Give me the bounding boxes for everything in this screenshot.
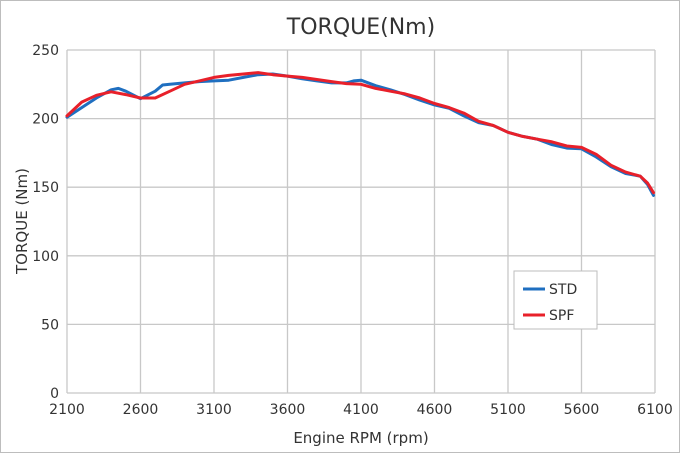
x-tick-label: 2600: [123, 402, 159, 418]
y-tick-labels: 0 50 100 150 200 250: [32, 43, 59, 402]
legend-box: [513, 270, 598, 330]
y-tick-label: 50: [41, 317, 59, 333]
series-line-spf: [65, 71, 655, 195]
legend-label-std: STD: [549, 282, 577, 298]
x-tick-label: 5600: [564, 402, 600, 418]
y-tick-label: 100: [32, 249, 59, 265]
x-tick-label: 4100: [343, 402, 379, 418]
x-tick-label: 6100: [637, 402, 673, 418]
y-tick-label: 250: [32, 43, 59, 59]
x-tick-label: 3600: [270, 402, 306, 418]
grid: [66, 49, 656, 394]
x-tick-label: 4600: [417, 402, 453, 418]
chart-title: TORQUE(Nm): [286, 15, 435, 40]
x-tick-label: 5100: [490, 402, 526, 418]
legend: STD SPF: [513, 270, 598, 330]
y-tick-label: 150: [32, 180, 59, 196]
y-tick-label: 200: [32, 112, 59, 128]
legend-label-spf: SPF: [549, 308, 574, 324]
x-axis-label: Engine RPM (rpm): [293, 429, 428, 447]
y-axis-label: TORQUE (Nm): [13, 168, 31, 275]
x-tick-label: 2100: [49, 402, 85, 418]
y-tick-label: 0: [50, 386, 59, 402]
x-tick-label: 3100: [196, 402, 232, 418]
series-lines: [65, 71, 655, 197]
x-tick-labels: 2100 2600 3100 3600 4100 4600 5100 5600 6100: [49, 402, 673, 418]
series-line-std: [65, 72, 655, 197]
